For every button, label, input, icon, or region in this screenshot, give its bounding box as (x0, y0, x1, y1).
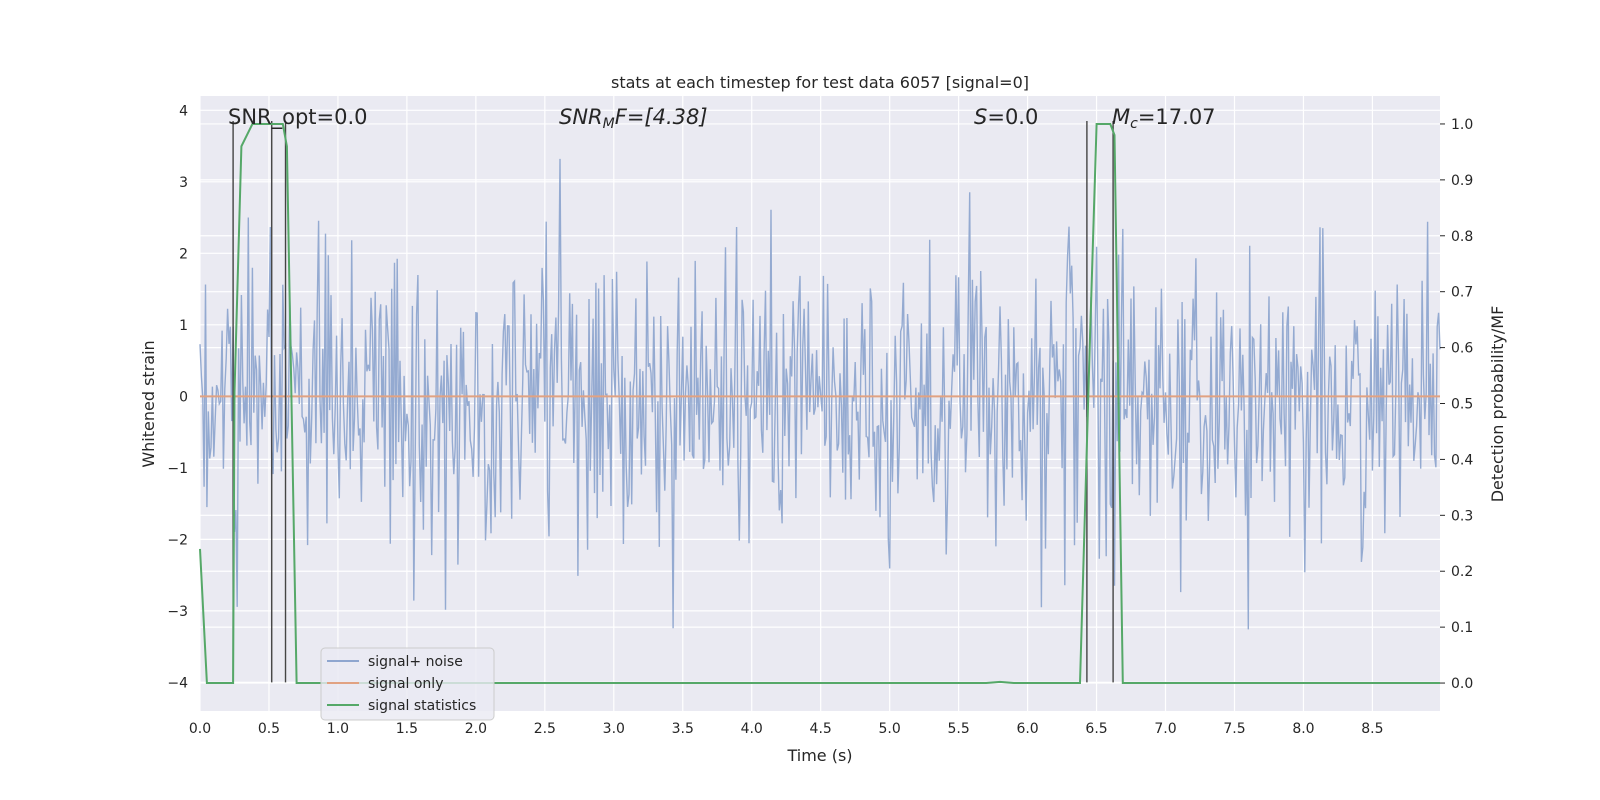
y-right-tick-label-5: 0.5 (1451, 397, 1473, 413)
x-tick-label-17: 8.5 (1361, 721, 1383, 737)
series-signal-statistics (199, 123, 1440, 684)
annotation-s-label: S (974, 105, 987, 129)
x-tick-label-10: 5.0 (879, 721, 901, 737)
y-left-tick-label-1: 3 (179, 175, 188, 191)
vertical-markers (232, 121, 1114, 683)
y-left-tick-label-6: −2 (167, 532, 188, 548)
x-tick-labels: 0.0 0.5 1.0 1.5 2.0 2.5 3.0 3.5 4.0 4.5 5.0 5.5 6.0 6… (189, 721, 1384, 737)
annotation-snr-mf-sub: M (603, 116, 615, 132)
y-right-tick-label-1: 0.9 (1451, 173, 1473, 189)
y-left-tick-label-7: −3 (167, 604, 188, 620)
annotation-mc-sub: c (1130, 116, 1138, 132)
y-right-tick-label-2: 0.8 (1451, 229, 1473, 245)
legend-box (320, 647, 495, 721)
series-signal-noise (199, 158, 1441, 630)
x-tick-label-12: 6.0 (1016, 721, 1038, 737)
annotation-mc-label: M (1112, 105, 1130, 129)
y-left-tick-label-4: 0 (179, 389, 188, 405)
annotation-s-rest: =0.0 (987, 105, 1038, 129)
signal-statistics-line (199, 123, 1440, 684)
y-right-tick-label-7: 0.3 (1451, 508, 1473, 524)
y-right-tick-label-0: 1.0 (1451, 117, 1473, 133)
y-right-tick-labels: 1.0 0.9 0.8 0.7 0.6 0.5 0.4 0.3 0.2 0.1 0.0 (1440, 117, 1473, 692)
y-right-tick-label-8: 0.2 (1451, 564, 1473, 580)
y-right-axis-label: Detection probability/MF (1488, 306, 1507, 503)
x-tick-label-7: 3.5 (672, 721, 694, 737)
y-left-tick-label-0: 4 (179, 103, 188, 119)
x-tick-label-3: 1.5 (396, 721, 418, 737)
x-tick-label-9: 4.5 (810, 721, 832, 737)
legend-label-signal-noise: signal+ noise (368, 654, 463, 670)
legend-label-signal-statistics: signal statistics (368, 698, 476, 714)
x-axis-label: Time (s) (786, 746, 852, 765)
chart-title: stats at each timestep for test data 605… (611, 73, 1029, 92)
y-left-tick-labels: 4 3 2 1 0 −1 −2 −3 −4 (167, 103, 188, 691)
y-right-tick-label-4: 0.6 (1451, 341, 1473, 357)
annotation-snr-mf: SNRMF=[4.38] (559, 105, 708, 132)
x-tick-label-2: 1.0 (327, 721, 349, 737)
annotation-snr-mf-rest: F=[4.38] (615, 105, 708, 129)
y-right-tick-label-10: 0.0 (1451, 676, 1473, 692)
annotation-mc: Mc=17.07 (1112, 105, 1216, 132)
annotation-mc-rest: =17.07 (1138, 105, 1216, 129)
x-tick-label-13: 6.5 (1085, 721, 1107, 737)
x-tick-label-1: 0.5 (258, 721, 280, 737)
x-tick-label-14: 7.0 (1154, 721, 1176, 737)
annotation-snr-mf-label: SNR (559, 105, 603, 129)
y-right-tick-label-6: 0.4 (1451, 452, 1473, 468)
y-right-tick-label-3: 0.7 (1451, 285, 1473, 301)
x-tick-label-6: 3.0 (603, 721, 625, 737)
y-right-tick-label-9: 0.1 (1451, 620, 1473, 636)
annotation-s: S=0.0 (974, 105, 1038, 129)
x-tick-label-8: 4.0 (741, 721, 763, 737)
y-left-axis-label: Whitened strain (139, 340, 158, 467)
legend-label-signal-only: signal only (368, 676, 443, 692)
y-left-tick-label-8: −4 (167, 675, 188, 691)
signal-noise-line (199, 158, 1441, 630)
x-tick-label-0: 0.0 (189, 721, 211, 737)
legend: signal+ noise signal only signal statist… (320, 647, 495, 721)
x-tick-label-4: 2.0 (465, 721, 487, 737)
y-left-tick-label-2: 2 (179, 246, 188, 262)
x-tick-label-15: 7.5 (1223, 721, 1245, 737)
x-tick-label-5: 2.5 (534, 721, 556, 737)
x-tick-label-16: 8.0 (1292, 721, 1314, 737)
annotation-snr-opt: SNR_opt=0.0 (228, 105, 368, 130)
x-tick-label-11: 5.5 (947, 721, 969, 737)
y-left-tick-label-5: −1 (167, 461, 188, 477)
y-left-tick-label-3: 1 (179, 318, 188, 334)
